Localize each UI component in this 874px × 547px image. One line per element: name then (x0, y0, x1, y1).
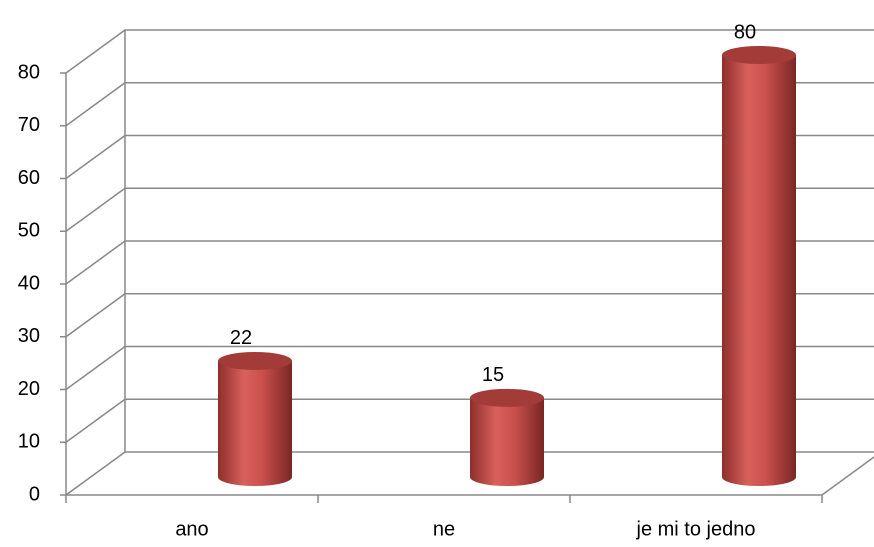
bar-body (218, 360, 292, 486)
y-tick-label: 20 (18, 378, 40, 400)
x-tick-label: je mi to jedno (636, 518, 756, 540)
data-label: 80 (734, 21, 756, 43)
bar-top (470, 388, 544, 407)
bar (218, 351, 292, 486)
data-label: 22 (230, 327, 252, 349)
y-tick-label: 80 (18, 61, 40, 83)
floor-edge (821, 456, 874, 496)
y-tick-label: 40 (18, 272, 40, 294)
y-tick-label: 10 (18, 431, 40, 453)
bar (722, 46, 796, 486)
grid-line (65, 82, 874, 127)
x-tick-label: ano (175, 518, 208, 540)
grid-line (65, 398, 874, 443)
grid-line (65, 293, 874, 338)
y-tick-label: 70 (18, 114, 40, 136)
grid-line (65, 345, 874, 391)
y-tick-label: 60 (18, 167, 40, 189)
data-label: 15 (482, 364, 504, 386)
grid-line (65, 29, 874, 74)
bar-body (470, 397, 544, 486)
y-tick-label: 50 (18, 220, 40, 242)
bar-top (722, 46, 796, 64)
x-tick-label: ne (433, 518, 455, 540)
grid-line (65, 134, 874, 180)
grid-line (65, 187, 874, 232)
y-tick-label: 0 (29, 483, 40, 505)
y-tick-label: 30 (18, 325, 40, 347)
bar (470, 388, 544, 486)
grid-line (65, 451, 874, 496)
bar-top (218, 351, 292, 370)
bar-body (722, 55, 796, 486)
grid-line (65, 240, 874, 285)
